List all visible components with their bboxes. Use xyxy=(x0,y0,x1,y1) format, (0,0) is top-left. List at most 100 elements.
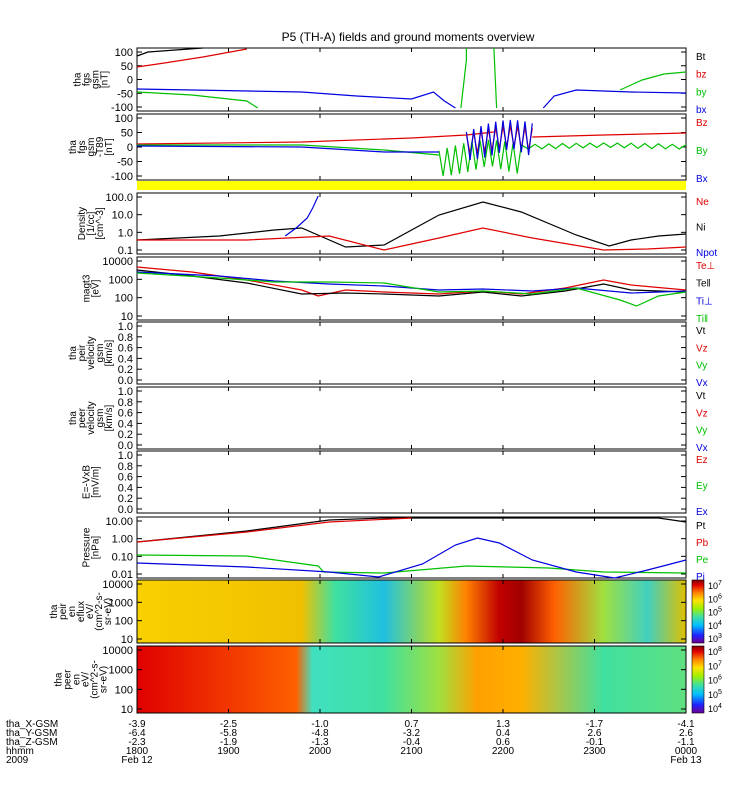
ytick-label: 0.2 xyxy=(118,364,133,376)
ylabel-line: tha xyxy=(73,72,84,86)
ytick-label: 1.0 xyxy=(118,450,133,462)
trace-by-late xyxy=(619,71,687,91)
ylabel-line: peer xyxy=(77,407,88,428)
ylabel-line: tha xyxy=(68,411,79,425)
ylabel-line: [mV/m] xyxy=(91,466,102,498)
panel-frame xyxy=(136,450,687,514)
legend-entry: Pi xyxy=(696,572,705,583)
ytick-label: -50 xyxy=(117,88,133,100)
ylabel-line: fgs xyxy=(82,73,93,86)
legend-entry: Pb xyxy=(696,538,709,549)
xaxis-value: -0.4 xyxy=(403,737,421,748)
ylabel-line: tha xyxy=(68,346,79,360)
colorbar xyxy=(691,579,705,644)
panel-pressure: 10.00 1.00 0.10 0.01 Pressure[nPa] Pt Pb Pe Pi xyxy=(82,516,709,583)
trace-by-waves xyxy=(438,139,522,176)
ylabel-line: peer xyxy=(63,669,74,690)
trace-by-spike xyxy=(460,48,467,109)
xaxis-row-label: 2009 xyxy=(6,755,29,766)
ytick-label: 0.01 xyxy=(112,569,133,581)
xaxis-row-label: tha_Z-GSM xyxy=(6,737,58,748)
ytick-label: 0.4 xyxy=(118,418,133,430)
ylabel-line: en xyxy=(67,606,78,617)
ylabel-line: tha xyxy=(54,672,65,686)
ylabel-line: peir xyxy=(77,344,88,361)
trace-bz xyxy=(136,131,494,145)
date-start: Feb 12 xyxy=(121,755,153,766)
ytick-label: -100 xyxy=(111,171,133,183)
trace-by-spike2 xyxy=(493,47,498,109)
xaxis-value: 1800 xyxy=(126,746,149,757)
legend-entry: Vz xyxy=(696,343,708,354)
ytick-label: 0.8 xyxy=(118,397,133,409)
panel-temperature: 10000 1000 100 10 magt3[eV] Te⊥ Te‖ Ti⊥ Ti‖ xyxy=(82,256,716,325)
colorbar-tick-label: 107 xyxy=(708,580,722,591)
trace-ti-par xyxy=(136,272,687,307)
ylabel-line: [nPa] xyxy=(91,536,102,560)
ytick-label: 10 xyxy=(121,634,133,646)
xaxis-value: 0.7 xyxy=(405,719,419,730)
trace-te-perp xyxy=(136,266,687,297)
ylabel-line: [eV] xyxy=(91,279,102,297)
xaxis-value: -1.0 xyxy=(311,719,329,730)
xaxis-value: -5.8 xyxy=(220,728,238,739)
colorbar-tick-label: 104 xyxy=(708,620,722,631)
ytick-label: 0 xyxy=(127,142,133,154)
date-end: Feb 13 xyxy=(670,755,702,766)
colorbar-tick-label: 105 xyxy=(708,689,722,700)
xaxis-value: -1.3 xyxy=(311,737,329,748)
ylabel-line: (cm^2-s- xyxy=(94,592,105,631)
ytick-label: 10 xyxy=(121,311,133,323)
ylabel-line: [km/s] xyxy=(104,404,115,431)
ytick-label: 0.6 xyxy=(118,408,133,420)
panel-frame xyxy=(136,321,687,385)
legend-entry: Vx xyxy=(696,378,708,389)
spectrogram-image xyxy=(137,580,686,643)
xaxis-row-label: tha_Y-GSM xyxy=(6,728,57,739)
xaxis-value: 2100 xyxy=(400,746,423,757)
ytick-label: 0.10 xyxy=(112,551,133,563)
legend-entry: By xyxy=(696,146,708,157)
ytick-label: 0.4 xyxy=(118,353,133,365)
ylabel-line: eV/ xyxy=(81,672,92,687)
xaxis-value: 0.6 xyxy=(496,737,510,748)
ylabel-line: Pressure xyxy=(82,527,93,567)
ytick-label: 0.4 xyxy=(118,482,133,494)
ytick-label: 50 xyxy=(121,128,133,140)
legend-entry: Te‖ xyxy=(696,279,711,290)
ylabel-line: gsm xyxy=(95,344,106,363)
ylabel-line: magt3 xyxy=(82,274,93,302)
ylabel-line: sr-eV) xyxy=(103,598,114,625)
xaxis-value: -3.2 xyxy=(403,728,421,739)
trace-npot xyxy=(284,195,319,237)
chart-title: P5 (TH-A) fields and ground moments over… xyxy=(282,30,535,44)
ytick-label: 100 xyxy=(115,47,133,59)
legend-entry: Ne xyxy=(696,197,709,208)
panel-density: 100.0 10.0 1.0 0.1 Density[1/cc][cm^-3] Ne Ni N… xyxy=(77,192,717,259)
ytick-label: 0.0 xyxy=(118,504,133,516)
legend-entry: Vt xyxy=(696,326,706,337)
ylabel-line: velocity xyxy=(86,336,97,369)
colorbar-tick-label: 104 xyxy=(708,703,722,714)
trace-bz-late xyxy=(532,132,687,138)
trace-pt xyxy=(136,517,687,543)
colorbar-tick-label: 106 xyxy=(708,675,722,686)
legend-entry: Npot xyxy=(696,248,717,259)
colorbar-tick-label: 103 xyxy=(708,633,722,644)
ytick-label: 1.0 xyxy=(118,386,133,398)
legend-entry: Bx xyxy=(696,174,708,185)
ytick-label: 0.8 xyxy=(118,332,133,344)
xaxis-value: -2.3 xyxy=(128,737,146,748)
panel-peer_spec: 108 107 106 105 104 10000 1000 100 10 thapeereneV… xyxy=(54,645,723,716)
legend-entry: Ex xyxy=(696,507,708,518)
xaxis-value: 2300 xyxy=(583,746,606,757)
ytick-label: 1.0 xyxy=(118,321,133,333)
ylabel-line: velocity xyxy=(86,401,97,434)
xaxis-value: -4.8 xyxy=(311,728,329,739)
ylabel-line: gsm xyxy=(86,138,97,157)
xaxis-value: 2000 xyxy=(309,746,332,757)
legend-entry: Vy xyxy=(696,426,707,437)
colorbar-tick-label: 106 xyxy=(708,593,722,604)
